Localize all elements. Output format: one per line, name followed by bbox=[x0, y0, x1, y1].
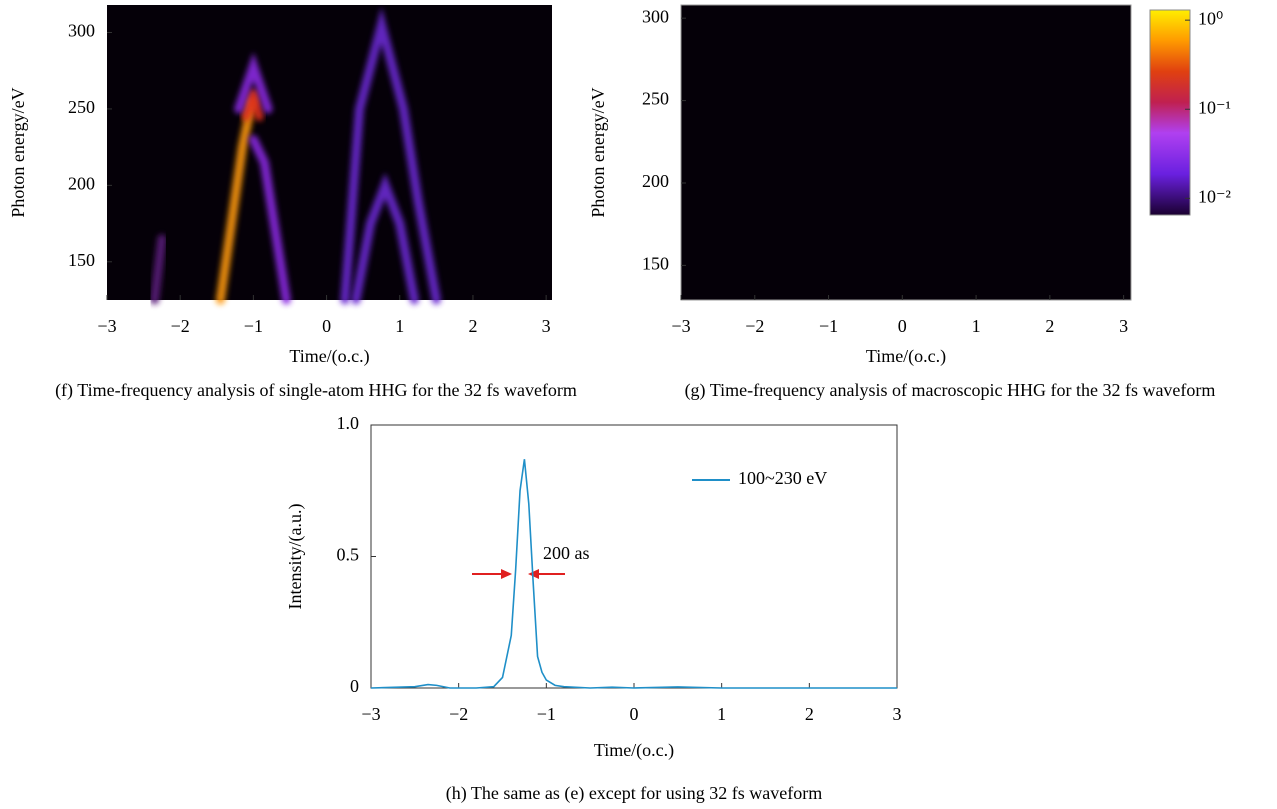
x-axis-label: Time/(o.c.) bbox=[594, 740, 674, 761]
y-axis-label: Photon energy/eV bbox=[588, 87, 608, 217]
y-tick-label: 300 bbox=[68, 21, 95, 41]
x-tick-label: −2 bbox=[449, 704, 468, 724]
plot-frame bbox=[370, 424, 898, 689]
y-tick-label: 1.0 bbox=[337, 413, 360, 433]
x-tick-label: 3 bbox=[542, 316, 551, 336]
x-tick-label: −2 bbox=[745, 316, 764, 336]
y-tick-label: 0 bbox=[350, 676, 359, 696]
y-tick-label: 200 bbox=[642, 171, 669, 191]
x-tick-label: −1 bbox=[537, 704, 556, 724]
x-tick-label: −1 bbox=[819, 316, 838, 336]
spectral-ridge bbox=[248, 135, 291, 305]
line-series bbox=[370, 459, 897, 689]
x-tick-label: −3 bbox=[671, 316, 690, 336]
y-tick-label: 250 bbox=[68, 97, 95, 117]
x-axis-label: Time/(o.c.) bbox=[289, 346, 369, 367]
colorbar-tick-label: 10⁻¹ bbox=[1198, 97, 1231, 117]
legend-label: 100~230 eV bbox=[738, 468, 827, 488]
colorbar bbox=[1149, 9, 1191, 216]
x-tick-label: 2 bbox=[805, 704, 814, 724]
spectral-ridge bbox=[340, 7, 441, 305]
x-axis-label: Time/(o.c.) bbox=[866, 346, 946, 367]
y-tick-label: 150 bbox=[642, 254, 669, 274]
y-tick-label: 0.5 bbox=[337, 545, 360, 565]
x-tick-label: 0 bbox=[322, 316, 331, 336]
caption: (h) The same as (e) except for using 32 … bbox=[446, 783, 823, 804]
y-axis-label: Photon energy/eV bbox=[8, 87, 28, 217]
colorbar-tick-label: 10⁻² bbox=[1198, 186, 1231, 206]
spectral-ridge bbox=[234, 52, 273, 114]
spectral-ridge bbox=[215, 96, 257, 305]
x-tick-label: 2 bbox=[468, 316, 477, 336]
x-tick-label: −3 bbox=[97, 316, 116, 336]
colorbar-tick-label: 10⁰ bbox=[1198, 8, 1223, 28]
spectral-ridge bbox=[150, 234, 167, 305]
x-tick-label: 3 bbox=[893, 704, 902, 724]
spectral-ridge bbox=[241, 89, 264, 122]
x-tick-label: −2 bbox=[171, 316, 190, 336]
x-tick-label: 0 bbox=[898, 316, 907, 336]
plot-background bbox=[680, 4, 1132, 301]
y-tick-label: 250 bbox=[642, 89, 669, 109]
caption: (g) Time-frequency analysis of macroscop… bbox=[685, 380, 1216, 401]
y-tick-label: 300 bbox=[642, 6, 669, 26]
x-tick-label: 1 bbox=[395, 316, 404, 336]
spectral-ridge bbox=[351, 172, 419, 305]
fwhm-arrows bbox=[472, 569, 565, 579]
x-tick-label: −3 bbox=[361, 704, 380, 724]
annotation: 200 as bbox=[543, 543, 590, 563]
x-tick-label: −1 bbox=[244, 316, 263, 336]
y-tick-label: 200 bbox=[68, 173, 95, 193]
caption: (f) Time-frequency analysis of single-at… bbox=[55, 380, 577, 401]
x-tick-label: 1 bbox=[717, 704, 726, 724]
x-tick-label: 1 bbox=[972, 316, 981, 336]
x-tick-label: 3 bbox=[1119, 316, 1128, 336]
plot-background bbox=[107, 5, 552, 300]
x-tick-label: 2 bbox=[1045, 316, 1054, 336]
x-tick-label: 0 bbox=[630, 704, 639, 724]
y-axis-label: Intensity/(a.u.) bbox=[285, 504, 306, 610]
y-tick-label: 150 bbox=[68, 250, 95, 270]
